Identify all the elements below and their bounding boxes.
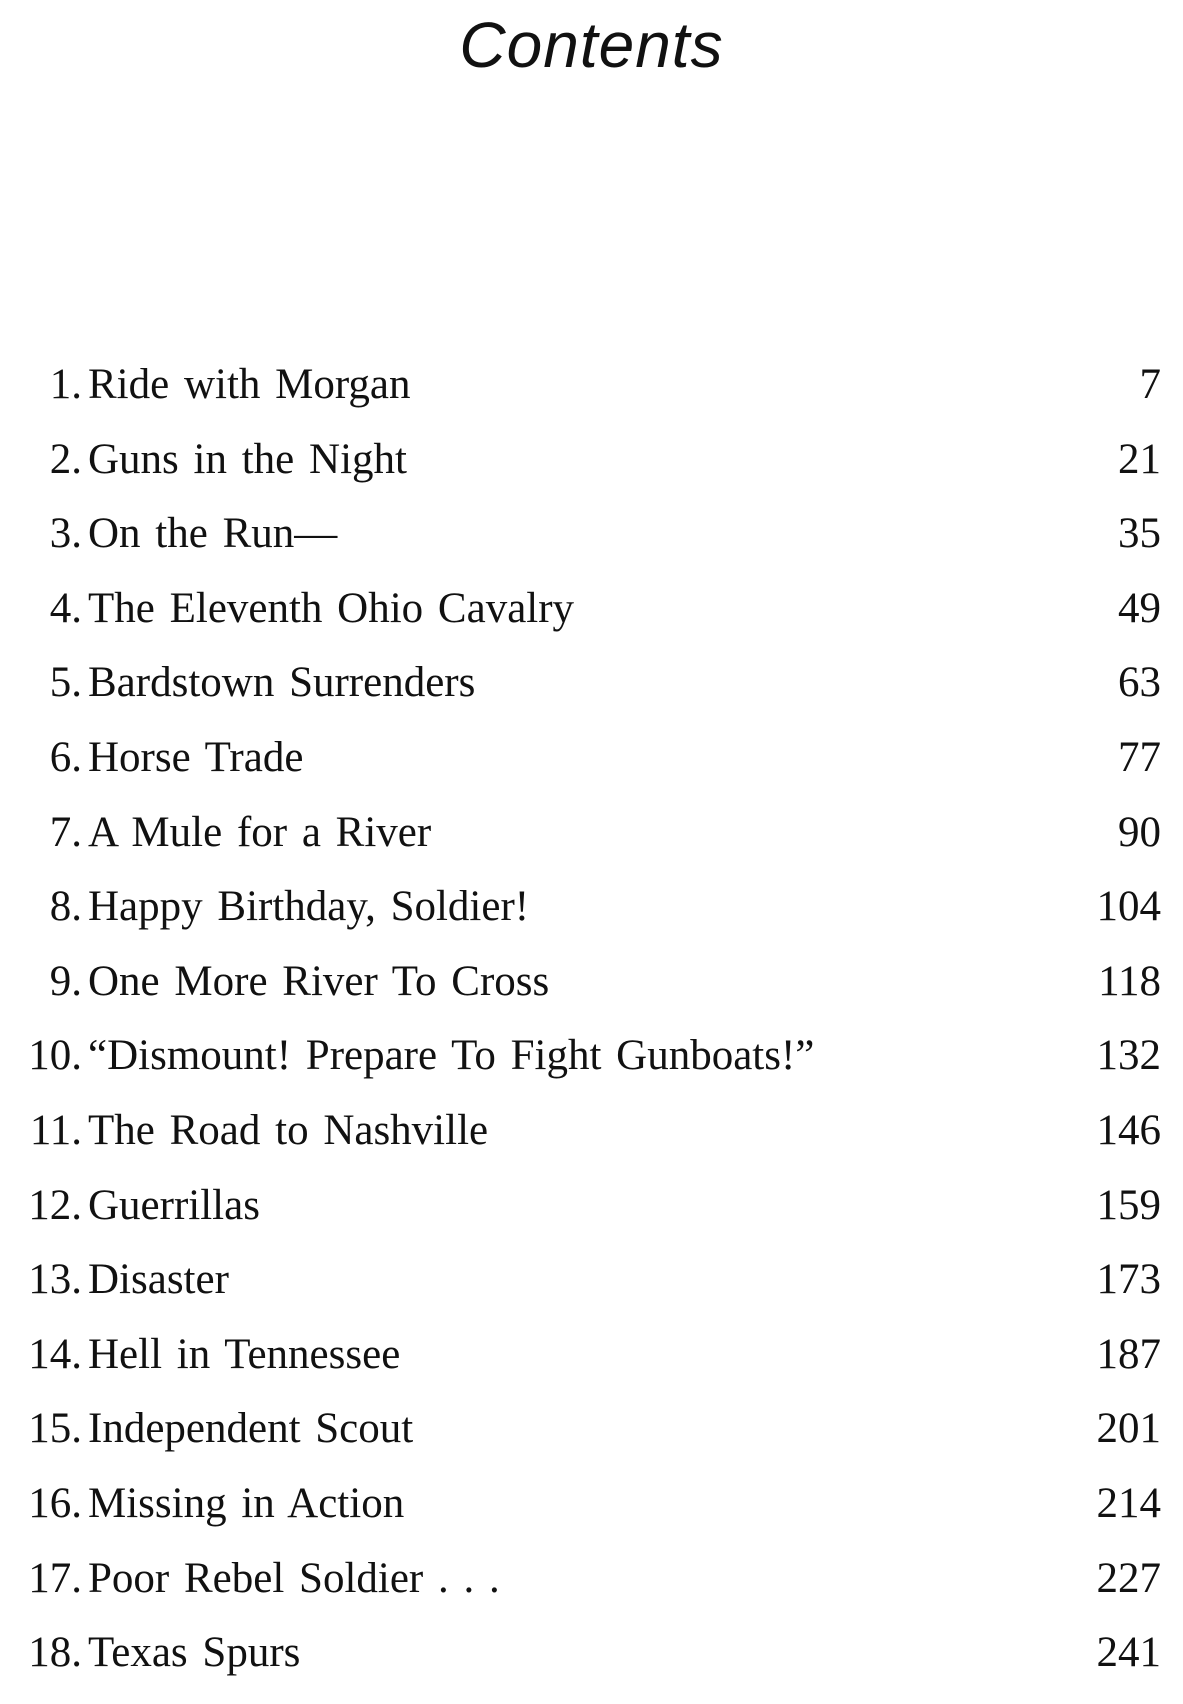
page-number: 214	[1096, 1479, 1162, 1527]
toc-entry[interactable]: 7. A Mule for a River 90	[0, 803, 1183, 878]
chapter-title: Poor Rebel Soldier . . .	[88, 1554, 500, 1602]
chapter-title: “Dismount! Prepare To Fight Gunboats!”	[88, 1032, 815, 1080]
toc-entry[interactable]: 14. Hell in Tennessee 187	[0, 1325, 1183, 1400]
chapter-number: 4.	[49, 584, 82, 632]
toc-entry[interactable]: 9. One More River To Cross 118	[0, 952, 1183, 1027]
page-number: 7	[1139, 361, 1162, 408]
page-number: 21	[1118, 435, 1161, 483]
page-number: 227	[1096, 1554, 1162, 1602]
toc-entry[interactable]: 8. Happy Birthday, Soldier! 104	[0, 877, 1183, 952]
chapter-number: 6.	[49, 733, 82, 781]
chapter-title: The Eleventh Ohio Cavalry	[88, 584, 575, 632]
chapter-number: 16.	[28, 1479, 82, 1527]
page-number: 146	[1096, 1106, 1162, 1154]
page-number: 201	[1096, 1405, 1162, 1453]
page-number: 173	[1096, 1256, 1162, 1304]
toc-entry[interactable]: 6. Horse Trade 77	[0, 728, 1183, 803]
chapter-number: 8.	[49, 883, 82, 931]
toc-entry[interactable]: 12. Guerrillas 159	[0, 1176, 1183, 1251]
chapter-number: 7.	[49, 808, 82, 856]
chapter-number: 1.	[49, 361, 82, 408]
toc-entry[interactable]: 13. Disaster 173	[0, 1250, 1183, 1325]
chapter-title: Disaster	[88, 1256, 229, 1304]
chapter-number: 9.	[49, 957, 82, 1005]
chapter-number: 14.	[28, 1330, 82, 1378]
toc-entry[interactable]: 2. Guns in the Night 21	[0, 430, 1183, 505]
toc-entry[interactable]: 4. The Eleventh Ohio Cavalry 49	[0, 579, 1183, 654]
page-number: 132	[1096, 1032, 1162, 1080]
chapter-title: Independent Scout	[88, 1405, 414, 1453]
page-number: 118	[1098, 957, 1161, 1005]
chapter-title: Horse Trade	[88, 733, 304, 781]
chapter-number: 3.	[49, 510, 82, 558]
chapter-title: Guerrillas	[88, 1181, 260, 1229]
toc-entry[interactable]: 17. Poor Rebel Soldier . . . 227	[0, 1549, 1183, 1624]
chapter-number: 5.	[49, 659, 82, 707]
chapter-title: On the Run—	[88, 510, 338, 558]
chapter-number: 12.	[28, 1181, 82, 1229]
chapter-title: A Mule for a River	[88, 808, 432, 856]
page-number: 35	[1118, 510, 1161, 558]
chapter-title: Hell in Tennessee	[88, 1330, 401, 1378]
chapter-number: 18.	[28, 1629, 82, 1677]
toc-entry[interactable]: 10. “Dismount! Prepare To Fight Gunboats!…	[0, 1026, 1183, 1101]
chapter-title: Texas Spurs	[88, 1629, 301, 1677]
page-number: 63	[1118, 659, 1161, 707]
page-number: 187	[1096, 1330, 1162, 1378]
table-of-contents: 1. Ride with Morgan 7 2. Guns in the Night 21…	[0, 355, 1183, 1698]
page-number: 49	[1118, 584, 1161, 632]
toc-entry[interactable]: 16. Missing in Action 214	[0, 1474, 1183, 1549]
toc-entry[interactable]: 11. The Road to Nashville 146	[0, 1101, 1183, 1176]
chapter-number: 11.	[29, 1106, 82, 1154]
chapter-title: Guns in the Night	[88, 435, 407, 483]
chapter-number: 15.	[28, 1405, 82, 1453]
toc-entry[interactable]: 5. Bardstown Surrenders 63	[0, 653, 1183, 728]
toc-entry[interactable]: 3. On the Run— 35	[0, 504, 1183, 579]
page-number: 77	[1118, 733, 1161, 781]
chapter-title: Happy Birthday, Soldier!	[88, 883, 530, 931]
page-number: 159	[1096, 1181, 1162, 1229]
chapter-number: 17.	[28, 1554, 82, 1602]
chapter-number: 13.	[28, 1256, 82, 1304]
page-number: 241	[1096, 1629, 1162, 1677]
chapter-title: The Road to Nashville	[88, 1106, 489, 1154]
chapter-number: 2.	[49, 435, 82, 483]
chapter-number: 10.	[28, 1032, 82, 1080]
page-number: 90	[1118, 808, 1161, 856]
chapter-title: One More River To Cross	[88, 957, 550, 1005]
toc-entry[interactable]: 15. Independent Scout 201	[0, 1399, 1183, 1474]
page-number: 104	[1096, 883, 1162, 931]
page-title: Contents	[459, 9, 724, 81]
chapter-title: Missing in Action	[88, 1479, 405, 1527]
chapter-title: Ride with Morgan	[88, 361, 411, 408]
toc-entry[interactable]: 1. Ride with Morgan 7	[0, 355, 1183, 430]
toc-entry[interactable]: 18. Texas Spurs 241	[0, 1623, 1183, 1698]
chapter-title: Bardstown Surrenders	[88, 659, 476, 707]
